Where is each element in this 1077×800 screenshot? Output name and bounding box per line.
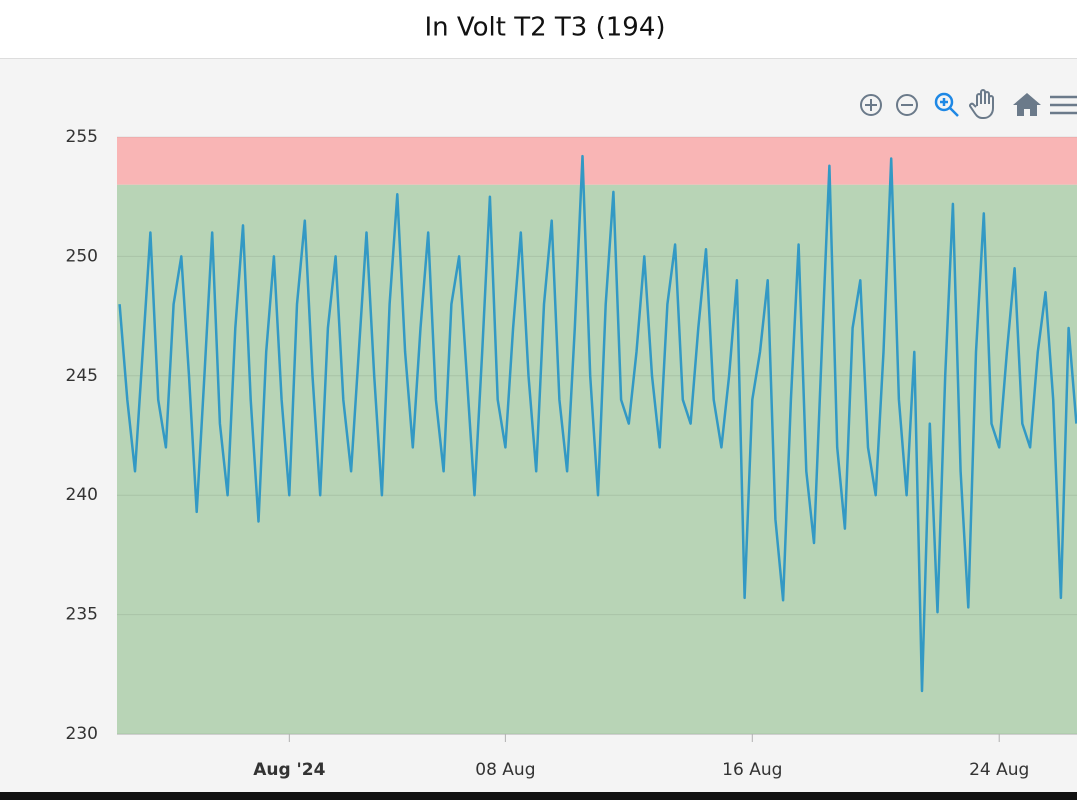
zoom-out-button[interactable] <box>896 94 918 116</box>
x-tick-label: 24 Aug <box>969 760 1029 780</box>
y-tick-label: 255 <box>66 127 98 147</box>
toolbar <box>860 89 1077 119</box>
y-tick-label: 235 <box>66 605 98 625</box>
menu-button[interactable] <box>1050 95 1077 115</box>
y-tick-label: 250 <box>66 246 98 266</box>
reset-button[interactable] <box>1013 93 1041 116</box>
y-tick-label: 230 <box>66 724 98 744</box>
threshold-band <box>117 137 1077 185</box>
y-tick-label: 245 <box>66 366 98 386</box>
chart-title: In Volt T2 T3 (194) <box>424 13 665 43</box>
x-tick-label: Aug '24 <box>253 760 325 780</box>
x-tick-label: 08 Aug <box>475 760 535 780</box>
series-line <box>118 154 1077 693</box>
selection-zoom-button[interactable] <box>934 92 959 117</box>
bottom-bar <box>0 792 1077 800</box>
y-tick-label: 240 <box>66 485 98 505</box>
header <box>0 0 1077 58</box>
pan-button[interactable] <box>969 89 994 119</box>
x-tick-label: 16 Aug <box>722 760 782 780</box>
zoom-in-button[interactable] <box>860 94 882 116</box>
